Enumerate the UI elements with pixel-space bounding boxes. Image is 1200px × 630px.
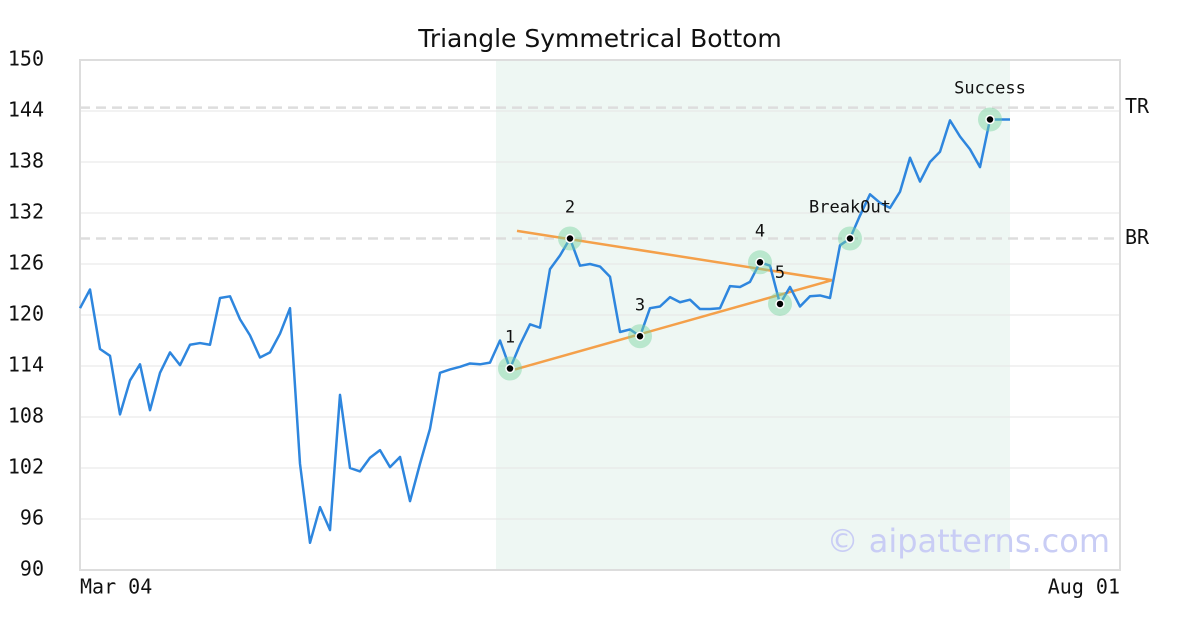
y-tick-label: 150 <box>8 47 44 71</box>
point-label: Success <box>954 79 1026 99</box>
watermark: © aipatterns.com <box>827 522 1110 560</box>
reference-label: BR <box>1125 225 1150 249</box>
x-tick-label: Mar 04 <box>80 575 152 599</box>
trend-line <box>514 278 833 371</box>
point-label: BreakOut <box>809 198 891 218</box>
chart-title: Triangle Symmetrical Bottom <box>417 24 782 53</box>
point-dot <box>505 363 515 374</box>
y-tick-label: 90 <box>20 557 44 581</box>
point-label: 1 <box>505 328 515 348</box>
y-tick-label: 120 <box>8 302 44 326</box>
plot-frame <box>79 59 1121 571</box>
y-tick-label: 126 <box>8 251 44 275</box>
point-label: 5 <box>775 263 785 283</box>
point-dot <box>845 233 855 244</box>
y-tick-label: 138 <box>8 149 44 173</box>
point-dot <box>985 114 995 125</box>
point-dot <box>755 257 765 268</box>
x-tick-label: Aug 01 <box>1048 575 1120 599</box>
y-tick-label: 132 <box>8 200 44 224</box>
point-label: 2 <box>565 198 575 218</box>
reference-label: TR <box>1125 94 1150 118</box>
point-dot <box>775 299 785 309</box>
point-dot <box>565 233 575 244</box>
y-tick-label: 108 <box>8 404 44 428</box>
y-tick-label: 114 <box>8 353 44 377</box>
point-dot <box>635 331 645 341</box>
point-label: 3 <box>635 295 645 315</box>
y-tick-label: 102 <box>8 455 44 479</box>
point-label: 4 <box>755 221 765 241</box>
y-tick-label: 96 <box>20 506 44 530</box>
price-line <box>78 118 1010 545</box>
y-tick-label: 144 <box>8 98 44 122</box>
